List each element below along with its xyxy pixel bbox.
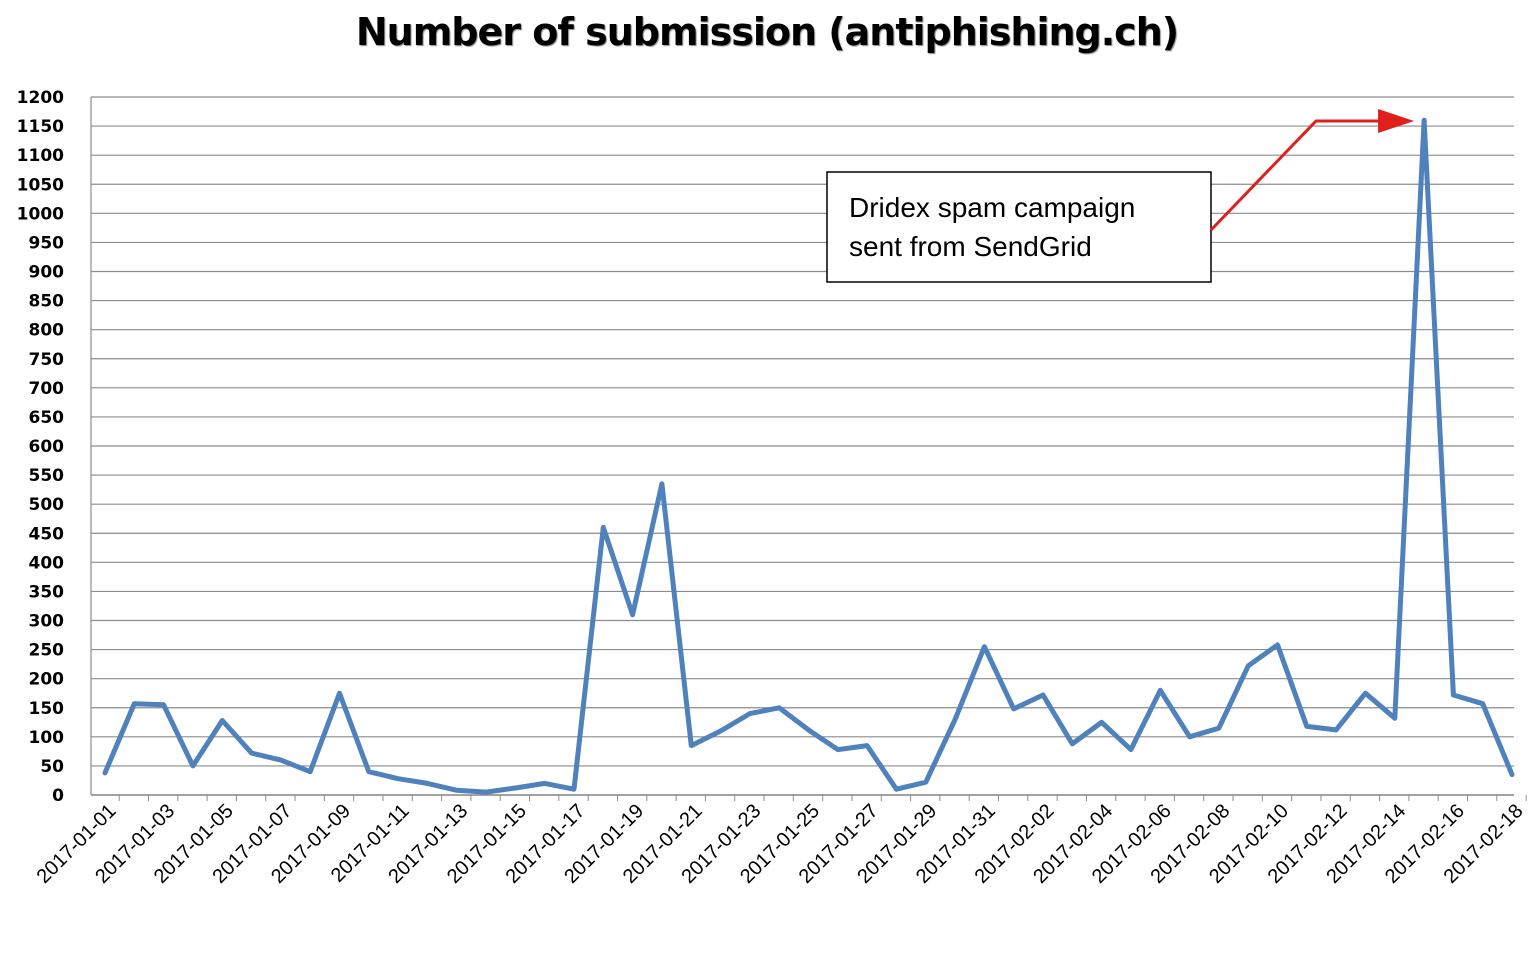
y-tick-label: 600 bbox=[29, 437, 65, 457]
y-tick-label: 750 bbox=[29, 350, 65, 370]
y-tick-label: 400 bbox=[29, 553, 65, 573]
y-tick-label: 350 bbox=[29, 582, 65, 602]
annotation-text: sent from SendGrid bbox=[849, 231, 1092, 262]
y-tick-label: 800 bbox=[29, 321, 65, 341]
y-tick-label: 50 bbox=[40, 757, 64, 777]
y-tick-label: 850 bbox=[29, 292, 65, 312]
y-tick-label: 0 bbox=[52, 786, 64, 806]
y-tick-label: 1150 bbox=[17, 117, 64, 137]
y-tick-label: 200 bbox=[29, 670, 65, 690]
y-tick-label: 500 bbox=[29, 495, 65, 515]
annotation-arrow bbox=[1209, 119, 1383, 232]
y-axis-tick-labels: 0 50 100 150 200 250 300 350 400 450 500 550 600 650 7… bbox=[17, 88, 64, 806]
y-tick-label: 1000 bbox=[17, 204, 64, 224]
y-tick-label: 100 bbox=[29, 728, 65, 748]
y-tick-label: 1200 bbox=[17, 88, 64, 108]
annotation-arrowhead bbox=[1378, 109, 1415, 133]
annotation-box bbox=[826, 171, 1212, 283]
x-axis-tick-labels: 2017-01-012017-01-032017-01-052017-01-07… bbox=[33, 800, 1528, 888]
y-tick-label: 150 bbox=[29, 699, 65, 719]
annotation: Dridex spam campaign sent from SendGrid bbox=[826, 109, 1415, 283]
series-line bbox=[102, 117, 1515, 795]
y-tick-label: 550 bbox=[29, 466, 65, 486]
y-tick-label: 900 bbox=[29, 263, 65, 283]
axes bbox=[90, 97, 1527, 801]
y-tick-label: 300 bbox=[29, 612, 65, 632]
y-tick-label: 1050 bbox=[17, 175, 64, 195]
annotation-text: Dridex spam campaign bbox=[849, 192, 1135, 223]
y-tick-label: 250 bbox=[29, 641, 65, 661]
chart-title: Number of submission (antiphishing.ch) bbox=[355, 10, 1179, 54]
y-tick-label: 700 bbox=[29, 379, 65, 399]
y-tick-label: 1100 bbox=[17, 146, 64, 166]
y-tick-label: 950 bbox=[29, 233, 65, 253]
y-tick-label: 650 bbox=[29, 408, 65, 428]
gridlines bbox=[91, 96, 1514, 796]
y-tick-label: 450 bbox=[29, 524, 65, 544]
